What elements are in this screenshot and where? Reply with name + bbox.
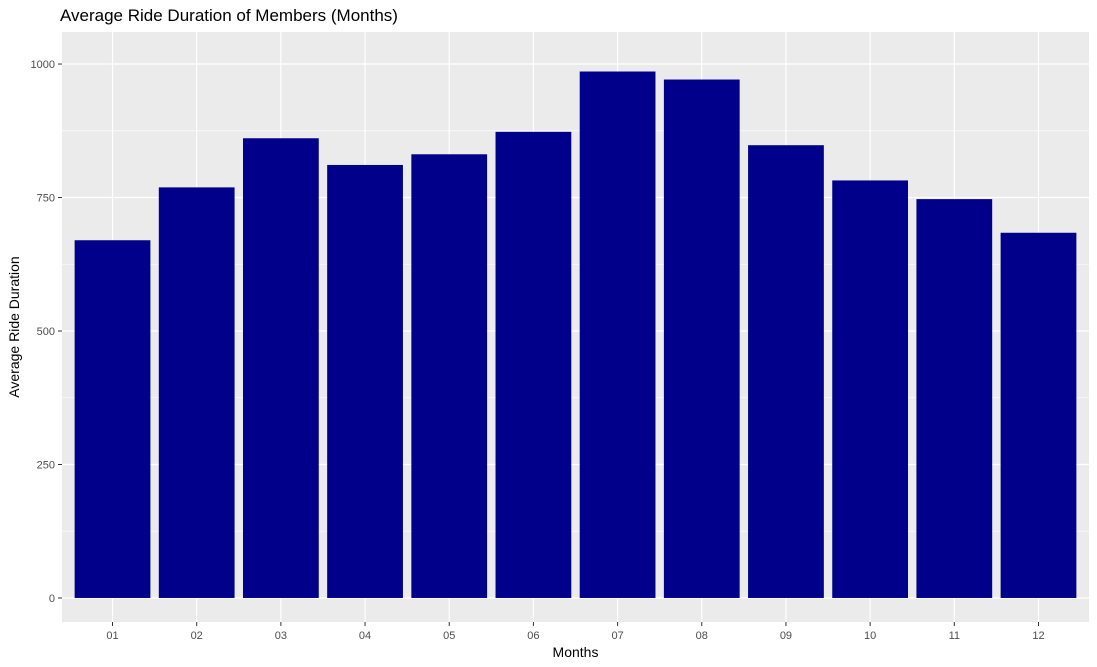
- y-tick-label: 0: [49, 593, 55, 605]
- bar-06: [495, 131, 572, 598]
- x-tick-label: 08: [696, 630, 708, 642]
- chart-title: Average Ride Duration of Members (Months…: [60, 6, 398, 25]
- bars: [74, 71, 1077, 598]
- x-tick-label: 04: [359, 630, 371, 642]
- y-axis-title: Average Ride Duration: [6, 256, 22, 397]
- y-axis: 0 250 500 750 1000: [31, 59, 62, 605]
- x-tick-label: 09: [780, 630, 792, 642]
- x-tick-label: 02: [191, 630, 203, 642]
- y-tick-label: 1000: [31, 59, 55, 71]
- y-tick-label: 750: [37, 193, 55, 205]
- x-tick-label: 12: [1032, 630, 1044, 642]
- x-tick-label: 06: [527, 630, 539, 642]
- x-axis-title: Months: [553, 644, 599, 660]
- x-tick-label: 07: [611, 630, 623, 642]
- bar-01: [74, 240, 151, 598]
- x-tick-label: 05: [443, 630, 455, 642]
- bar-02: [158, 187, 235, 598]
- bar-08: [663, 79, 740, 598]
- y-tick-label: 500: [37, 326, 55, 338]
- bar-10: [832, 180, 909, 598]
- bar-05: [411, 154, 488, 598]
- bar-03: [242, 138, 319, 598]
- x-tick-label: 01: [106, 630, 118, 642]
- bar-07: [579, 71, 656, 598]
- x-tick-label: 10: [864, 630, 876, 642]
- bar-09: [748, 145, 824, 598]
- bar-11: [916, 199, 993, 598]
- bar-04: [327, 164, 403, 598]
- x-tick-label: 11: [949, 630, 960, 642]
- x-tick-label: 03: [275, 630, 287, 642]
- y-tick-label: 250: [37, 459, 55, 471]
- x-axis: 01 02 03 04 05 06 07 08 09 10 11 12: [106, 622, 1045, 642]
- bar-12: [1000, 232, 1077, 598]
